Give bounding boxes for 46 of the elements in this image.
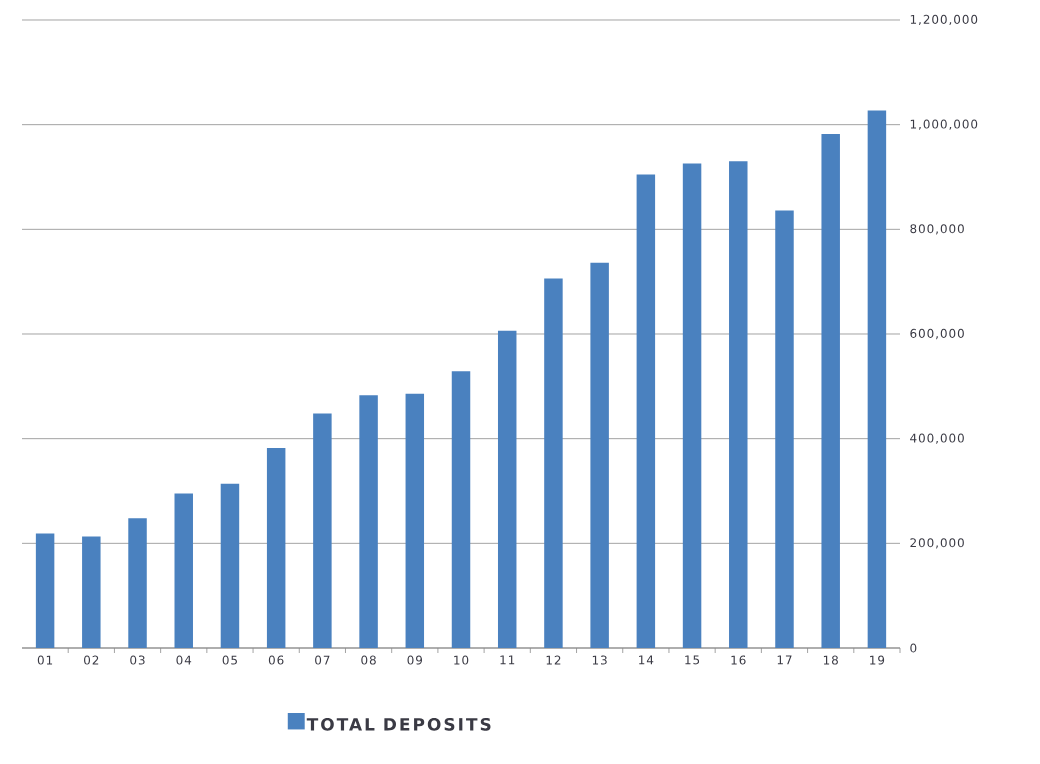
x-tick-label: 01 [37,655,53,665]
x-tick-label: 04 [176,655,192,665]
bar [544,278,563,648]
y-tick-label: 1,000,000 [910,119,978,130]
bar [451,371,471,648]
x-tick-label: 18 [823,655,838,665]
x-tick-label: 10 [454,655,469,665]
x-tick-label: 16 [731,655,746,665]
bar [220,483,240,648]
x-tick-label: 14 [639,655,654,665]
bar [729,161,748,648]
bar [636,174,656,648]
x-tick-label: 09 [407,655,423,665]
x-tick-label: 19 [870,655,885,665]
legend-label: TOTAL DEPOSITS [306,717,491,731]
x-tick-label: 03 [130,655,145,665]
bar [590,262,609,648]
bar [266,448,286,648]
x-tick-label: 15 [685,655,700,665]
x-tick-label: 05 [222,655,237,665]
bar [821,134,840,648]
bar [867,110,887,648]
bar [128,518,147,648]
x-tick-label: 13 [592,655,607,665]
bar [313,413,332,648]
x-tick-label: 08 [361,655,376,665]
bar [775,210,794,648]
bar [497,330,517,648]
y-tick-label: 0 [910,643,917,653]
x-tick-label: 06 [268,655,284,665]
bar [405,393,425,648]
y-tick-label: 800,000 [910,224,964,235]
x-tick-label: 17 [777,655,792,665]
bar [82,536,101,648]
y-tick-label: 1,200,000 [910,14,978,26]
x-tick-label: 12 [546,655,561,665]
bar [359,395,378,648]
x-tick-label: 11 [500,655,515,665]
bar [174,493,193,648]
x-tick-label: 02 [84,655,99,665]
bar [35,533,55,648]
y-tick-label: 600,000 [910,328,964,340]
y-tick-label: 400,000 [910,433,964,444]
y-tick-label: 200,000 [910,538,964,549]
x-tick-label: 07 [315,655,330,665]
bar [682,163,702,648]
